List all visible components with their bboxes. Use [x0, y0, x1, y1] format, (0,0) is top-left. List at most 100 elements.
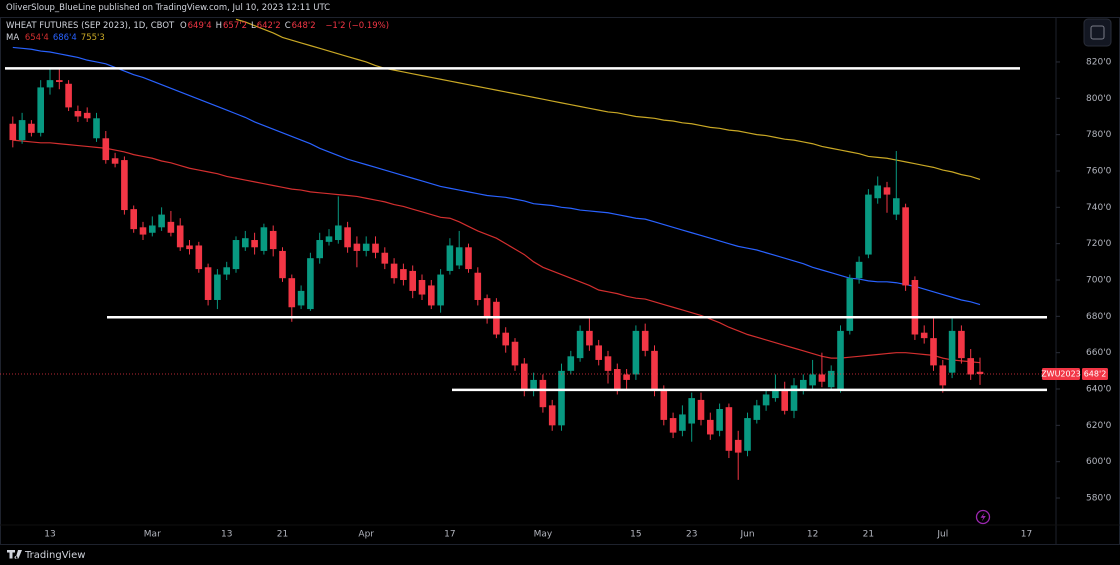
ohlc-value: 649'4 — [187, 21, 212, 31]
y-tick-label: 640'0 — [1086, 385, 1112, 395]
candle-body — [809, 374, 816, 386]
x-tick-label: Apr — [358, 530, 374, 540]
candle-body — [316, 240, 323, 259]
candle-body — [846, 278, 854, 331]
candle-body — [818, 374, 826, 382]
candle-body — [139, 227, 147, 235]
candle-body — [102, 138, 110, 161]
candle-body — [428, 285, 435, 306]
x-tick-label: 23 — [686, 530, 697, 540]
ohlc-value: 648'2 — [291, 21, 316, 31]
published: OliverSloup_BlueLine published on Tradin… — [6, 3, 331, 13]
candle-body — [418, 279, 426, 295]
candle-body — [37, 87, 44, 133]
ohlc-value: 642'2 — [256, 21, 281, 31]
x-tick-label: Mar — [144, 530, 161, 540]
candle-body — [725, 407, 733, 451]
candle-body — [214, 274, 221, 300]
candle-body — [251, 240, 258, 248]
candle-body — [307, 258, 314, 310]
candle-body — [269, 230, 277, 250]
ma-label: MA — [6, 33, 20, 43]
candle-body — [28, 123, 35, 133]
candle-body — [660, 390, 668, 420]
candle-body — [632, 330, 640, 375]
candle-body — [335, 225, 342, 241]
candle-body — [958, 330, 965, 359]
x-tick-label: 13 — [221, 530, 232, 540]
y-tick-label: 620'0 — [1086, 421, 1112, 431]
candle-body — [260, 227, 268, 251]
candle-body — [827, 370, 835, 388]
moving-average — [12, 46, 981, 306]
candle-body — [641, 330, 649, 351]
x-tick-label: 21 — [863, 530, 874, 540]
candle-body — [669, 418, 677, 433]
candle-body — [158, 214, 165, 228]
candle-body — [56, 80, 63, 82]
ma-value: 755'3 — [80, 33, 105, 43]
settings-button[interactable] — [1083, 18, 1112, 47]
candle-body — [734, 439, 742, 453]
y-tick-label: 760'0 — [1086, 166, 1112, 176]
candle-body — [195, 245, 203, 270]
y-tick-label: 820'0 — [1086, 57, 1112, 67]
candle-body — [883, 187, 891, 195]
candle-body — [800, 379, 807, 390]
candle-body — [242, 238, 249, 248]
button-icon — [1090, 25, 1105, 40]
candle-body — [930, 338, 937, 366]
candle-body — [604, 356, 612, 371]
candle-body — [74, 111, 82, 117]
candle-body — [83, 112, 91, 119]
y-tick-label: 800'0 — [1086, 94, 1112, 104]
candle-body — [511, 341, 519, 366]
candle-body — [149, 225, 156, 233]
candle-body — [688, 398, 695, 424]
candle-body — [288, 278, 296, 308]
symbol-label: ZWU2023 — [1041, 370, 1081, 379]
event-bolt — [980, 512, 986, 522]
candle-body — [437, 274, 444, 306]
candle-body — [855, 261, 863, 279]
candle-body — [9, 123, 17, 141]
candle-body — [46, 80, 54, 88]
ma-value: 686'4 — [52, 33, 77, 43]
candle-body — [707, 419, 714, 435]
change: −1'2 (−0.19%) — [325, 21, 390, 31]
candle-body — [902, 207, 909, 286]
x-tick-label: 17 — [444, 530, 455, 540]
ma-value: 654'4 — [24, 33, 49, 43]
candle-body — [297, 290, 305, 306]
y-tick-label: 720'0 — [1086, 239, 1112, 249]
candle-body — [474, 272, 482, 300]
candle-body — [716, 408, 723, 431]
y-tick-label: 600'0 — [1086, 457, 1112, 467]
candle-body — [865, 194, 872, 255]
candle-body — [939, 365, 947, 386]
candle-body — [874, 185, 881, 199]
symbol-box — [1042, 368, 1080, 381]
candle-body — [111, 158, 119, 164]
candle-body — [679, 414, 686, 431]
candle-body — [325, 236, 333, 242]
candle-body — [121, 160, 128, 211]
brand: TradingView — [24, 550, 85, 561]
candle-body — [567, 356, 575, 371]
x-tick-label: May — [534, 530, 553, 540]
candle-body — [920, 332, 928, 339]
candle-body — [753, 405, 761, 420]
ma-values: 654'4 686'4 755'3 — [25, 33, 109, 43]
candle-body — [65, 83, 72, 108]
candle-body — [279, 250, 286, 279]
candle-body — [911, 279, 919, 335]
candle-body — [232, 240, 240, 270]
moving-average — [12, 139, 981, 364]
candle-body — [455, 247, 463, 266]
y-tick-label: 660'0 — [1086, 348, 1112, 358]
y-tick-label: 580'0 — [1086, 494, 1112, 504]
event-icon[interactable] — [975, 509, 991, 525]
